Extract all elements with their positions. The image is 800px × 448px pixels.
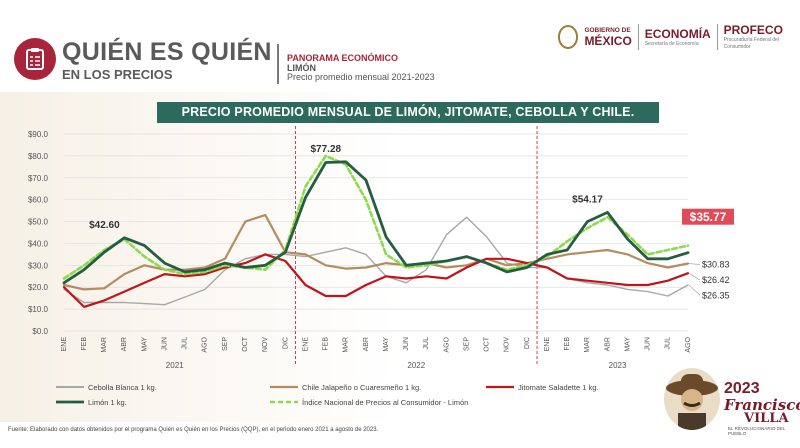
x-tick-label: NOV — [504, 337, 511, 353]
x-tick-label: MAY — [383, 337, 390, 352]
series-line-chile — [62, 213, 690, 291]
price-line-chart: $0.0 $10.0 $20.0 $30.0 $40.0 $50.0 $60.0 $70.0 $… — [28, 126, 734, 407]
x-tick-label: ABR — [363, 337, 370, 351]
profeco-logo: PROFECO — [723, 23, 783, 37]
villa-name-1: Francisco — [724, 396, 800, 414]
series-line-inpc — [62, 154, 690, 280]
villa-tagline: EL REVOLUCIONARIO DEL PUEBLO — [728, 426, 786, 436]
y-tick-label: $50.0 — [28, 218, 49, 227]
x-tick-label: MAY — [624, 337, 631, 352]
x-tick-label: DIC — [524, 337, 531, 349]
legend-label-inpc: Índice Nacional de Precios al Consumidor… — [302, 398, 468, 407]
panorama-label: PANORAMA ECONÓMICO — [287, 53, 398, 63]
x-tick-label: ENE — [302, 337, 309, 352]
x-tick-label: JUL — [665, 337, 672, 350]
x-tick-label: AGO — [685, 336, 692, 352]
peak-value-label: $77.28 — [311, 144, 342, 155]
villa-year: 2023 — [724, 380, 760, 397]
brand-subtitle: EN LOS PRECIOS — [62, 67, 173, 82]
leader-line — [688, 272, 701, 281]
x-tick-label: JUN — [645, 337, 652, 351]
highlight-label: $35.77 — [690, 210, 727, 224]
year-label: 2022 — [407, 361, 425, 370]
x-tick-label: DIC — [282, 337, 289, 349]
end-value-label: $26.35 — [702, 290, 730, 300]
legend-label-chile: Chile Jalapeño o Cuaresmeño 1 kg. — [302, 383, 421, 392]
x-tick-label: JUL — [182, 337, 189, 350]
economia-logo: ECONOMÍA — [644, 26, 711, 41]
gov-line2: MÉXICO — [584, 34, 632, 48]
peak-value-label: $42.60 — [89, 220, 120, 231]
year-label: 2021 — [166, 361, 184, 370]
leader-line — [688, 263, 701, 265]
x-tick-label: OCT — [242, 336, 249, 352]
y-tick-label: $20.0 — [28, 283, 49, 292]
legend-label-jitomate: Jitomate Saladette 1 kg. — [518, 383, 598, 392]
clipboard-logo-icon — [14, 38, 56, 80]
villa-name-2: VILLA — [744, 411, 789, 426]
x-tick-label: NOV — [262, 337, 269, 353]
product-label: LIMÓN — [287, 63, 316, 73]
x-tick-label: ENE — [544, 337, 551, 352]
source-note: Fuente: Elaborado con datos obtenidos po… — [8, 427, 379, 433]
y-tick-label: $40.0 — [28, 239, 49, 248]
economia-sub: Secretaría de Economía — [644, 40, 699, 47]
government-emblem-icon — [558, 25, 579, 49]
y-tick-label: $10.0 — [28, 305, 49, 314]
y-tick-label: $80.0 — [28, 152, 49, 161]
x-tick-label: JUL — [423, 337, 430, 350]
x-tick-label: FEB — [81, 337, 88, 351]
header-divider — [277, 44, 279, 84]
x-tick-label: JUN — [403, 337, 410, 351]
x-tick-label: SEP — [463, 337, 470, 351]
highlight-box — [682, 208, 734, 225]
series-line-jitomate — [62, 253, 690, 308]
y-tick-label: $70.0 — [28, 174, 49, 183]
peak-value-label: $54.17 — [572, 194, 603, 205]
x-tick-label: ABR — [604, 337, 611, 351]
series-line-limon — [62, 160, 690, 285]
x-tick-label: AGO — [202, 336, 209, 352]
brand-title: QUIÉN ES QUIÉN — [62, 38, 272, 66]
chart-title: PRECIO PROMEDIO MENSUAL DE LIMÓN, JITOMA… — [157, 102, 659, 123]
y-tick-label: $30.0 — [28, 261, 49, 270]
gov-line1: GOBIERNO DE — [584, 27, 631, 34]
period-label: Precio promedio mensual 2021-2023 — [287, 72, 435, 82]
x-tick-label: JUN — [161, 337, 168, 351]
x-tick-label: FEB — [323, 337, 330, 351]
leader-line — [688, 284, 701, 296]
x-tick-label: AGO — [443, 336, 450, 352]
legend-label-limon: Limón 1 kg. — [88, 398, 127, 407]
x-tick-label: SEP — [222, 337, 229, 351]
end-value-label: $26.42 — [702, 275, 730, 285]
header: QUIÉN ES QUIÉN EN LOS PRECIOS PANORAMA E… — [0, 0, 800, 92]
francisco-villa-logo: 2023 Francisco VILLA EL REVOLUCIONARIO D… — [664, 362, 800, 436]
y-tick-label: $60.0 — [28, 196, 49, 205]
x-tick-label: MAR — [101, 337, 108, 353]
logo-separator — [716, 24, 718, 50]
x-tick-label: MAR — [584, 337, 591, 353]
y-tick-label: $0.0 — [32, 327, 48, 336]
year-label: 2023 — [609, 361, 627, 370]
x-tick-label: MAY — [141, 337, 148, 352]
y-tick-label: $90.0 — [28, 130, 49, 139]
x-tick-label: ENE — [61, 337, 68, 352]
x-tick-label: OCT — [484, 336, 491, 352]
x-tick-label: ABR — [121, 337, 128, 351]
x-tick-label: FEB — [564, 337, 571, 351]
legend-label-cebolla: Cebolla Blanca 1 kg. — [88, 383, 157, 392]
villa-portrait-icon — [664, 368, 720, 430]
government-logos: GOBIERNO DE MÉXICO ECONOMÍA Secretaría d… — [558, 22, 800, 52]
logo-separator — [637, 24, 639, 50]
profeco-sub: Procuraduría Federal del Consumidor — [723, 37, 779, 50]
end-value-label: $30.83 — [702, 260, 730, 270]
x-tick-label: MAR — [343, 337, 350, 353]
